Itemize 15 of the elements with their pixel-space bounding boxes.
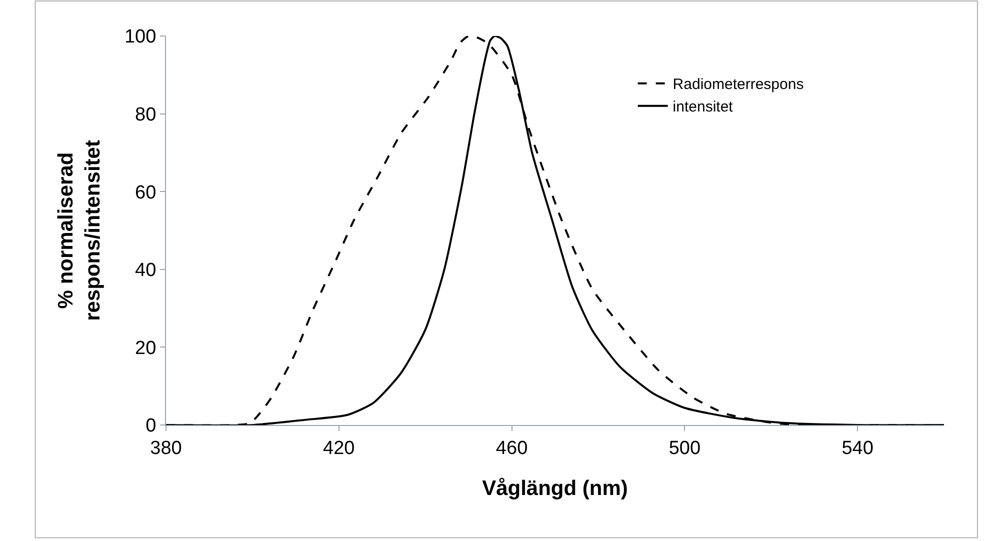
x-tick-label: 500 (668, 438, 701, 459)
x-tick-label: 420 (323, 438, 355, 459)
y-tick-label: 40 (135, 260, 156, 282)
y-tick-label: 80 (135, 104, 156, 126)
y-tick-label: 0 (146, 416, 156, 437)
y-tick-label: 100 (124, 26, 156, 48)
x-axis-title: Våglängd (nm) (482, 477, 628, 500)
y-axis-title: % normaliserad respons/intensitet (54, 140, 105, 321)
x-tick-label: 540 (842, 438, 874, 459)
y-tick-label: 60 (135, 182, 156, 204)
x-tick-label: 460 (496, 438, 528, 459)
legend-label: intensitet (672, 98, 734, 116)
x-tick-label: 380 (150, 438, 182, 459)
legend-label: Radiometerrespons (672, 76, 804, 94)
y-tick-label: 20 (135, 338, 156, 359)
